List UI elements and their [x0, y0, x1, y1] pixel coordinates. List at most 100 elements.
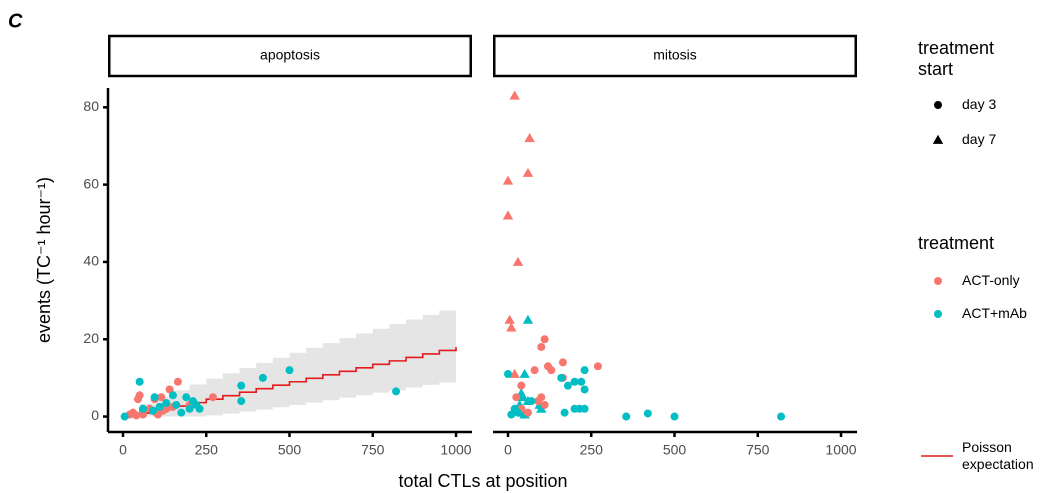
point — [258, 373, 267, 382]
point — [537, 342, 546, 351]
point — [120, 412, 129, 421]
point — [622, 412, 631, 421]
point — [503, 370, 512, 379]
point — [934, 101, 942, 109]
y-tick-label: 40 — [83, 253, 99, 269]
point — [512, 393, 521, 402]
point — [934, 310, 942, 318]
point — [527, 397, 536, 406]
point — [932, 134, 944, 144]
y-axis-label: events (TC⁻¹ hour⁻¹) — [34, 177, 54, 343]
point — [392, 387, 401, 396]
point — [934, 277, 942, 285]
point — [168, 391, 177, 400]
point — [138, 404, 147, 413]
point — [512, 256, 524, 266]
panel-label: C — [8, 10, 23, 32]
point — [523, 408, 532, 417]
point — [502, 210, 514, 220]
point — [670, 412, 679, 421]
point — [504, 314, 515, 324]
point — [643, 409, 652, 418]
legend-label: day 3 — [962, 96, 997, 112]
point — [570, 377, 579, 386]
point — [150, 393, 159, 402]
point — [540, 335, 549, 344]
point — [517, 381, 526, 390]
point — [506, 322, 517, 332]
y-tick-label: 60 — [83, 175, 99, 191]
strip — [493, 34, 857, 78]
expectation-ribbon — [122, 305, 457, 417]
point — [502, 175, 514, 185]
x-tick-label: 0 — [504, 442, 512, 458]
point — [185, 404, 194, 413]
x-tick-label: 250 — [195, 442, 219, 458]
y-tick-label: 80 — [83, 98, 99, 114]
point — [507, 410, 516, 419]
point — [517, 392, 529, 402]
point — [165, 385, 174, 394]
point — [208, 393, 217, 402]
point — [155, 402, 164, 411]
point — [132, 411, 141, 420]
point — [560, 408, 569, 417]
point — [563, 381, 572, 390]
y-tick-label: 0 — [91, 407, 99, 423]
legend-title: treatment start — [918, 38, 995, 79]
x-tick-label: 750 — [361, 442, 385, 458]
point — [530, 366, 539, 375]
point — [135, 377, 144, 386]
legend-title: treatment — [918, 233, 995, 253]
point — [522, 167, 534, 177]
x-tick-label: 500 — [663, 442, 687, 458]
x-tick-label: 0 — [119, 442, 127, 458]
strip-title: mitosis — [653, 47, 697, 63]
strip — [108, 34, 472, 78]
point — [162, 404, 171, 413]
expectation-line — [122, 346, 457, 418]
point — [540, 400, 549, 409]
legend-label: ACT-only — [962, 272, 1020, 288]
point — [522, 314, 534, 324]
x-tick-label: 1000 — [825, 442, 856, 458]
point — [533, 397, 542, 406]
point — [580, 385, 589, 394]
legend-label: day 7 — [962, 131, 997, 147]
x-tick-label: 250 — [580, 442, 604, 458]
point — [580, 404, 589, 413]
point — [157, 393, 166, 402]
point — [285, 366, 294, 375]
legend-label: ACT+mAb — [962, 305, 1027, 321]
point — [577, 377, 586, 386]
point — [593, 362, 602, 371]
point — [195, 404, 204, 413]
point — [519, 368, 530, 378]
point — [182, 393, 191, 402]
point — [580, 366, 589, 375]
point — [162, 399, 171, 408]
legend-label: Poisson expectation — [962, 439, 1034, 472]
point — [557, 373, 566, 382]
point — [509, 90, 520, 100]
point — [177, 408, 186, 417]
point — [148, 406, 157, 415]
point — [237, 397, 246, 406]
y-tick-label: 20 — [83, 330, 99, 346]
x-axis-label: total CTLs at position — [398, 471, 567, 491]
point — [777, 412, 786, 421]
point — [547, 366, 556, 375]
point — [172, 400, 181, 409]
x-tick-label: 1000 — [440, 442, 471, 458]
x-tick-label: 750 — [746, 442, 770, 458]
x-tick-label: 500 — [278, 442, 302, 458]
point — [135, 391, 144, 400]
point — [558, 358, 567, 367]
point — [524, 133, 535, 143]
point — [509, 368, 520, 378]
point — [237, 381, 246, 390]
strip-title: apoptosis — [260, 47, 320, 63]
point — [173, 377, 182, 386]
